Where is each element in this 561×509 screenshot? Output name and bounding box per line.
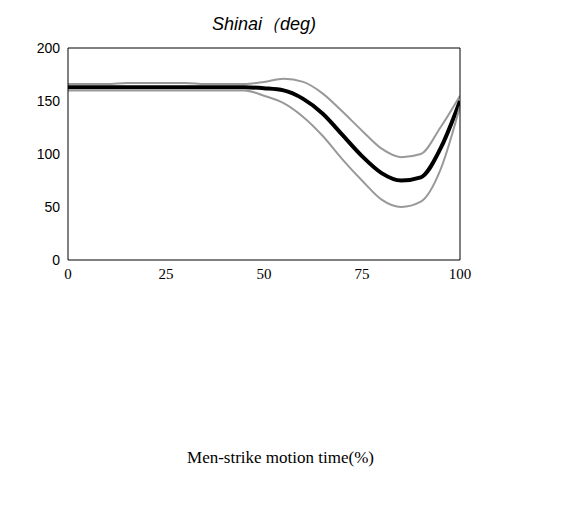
svg-text:75: 75 [355, 266, 370, 282]
svg-text:50: 50 [257, 266, 272, 282]
svg-text:200: 200 [37, 40, 61, 56]
svg-text:0: 0 [52, 252, 60, 268]
svg-text:25: 25 [159, 266, 174, 282]
svg-text:100: 100 [37, 146, 61, 162]
html-text:Men-strike motion time(%): Men-strike motion time(%) [187, 448, 374, 467]
svg-text:150: 150 [37, 93, 61, 109]
html-text:Shinai（deg): Shinai（deg) [212, 14, 316, 34]
svg-text:50: 50 [44, 199, 60, 215]
svg-text:100: 100 [449, 266, 472, 282]
svg-text:0: 0 [64, 266, 72, 282]
